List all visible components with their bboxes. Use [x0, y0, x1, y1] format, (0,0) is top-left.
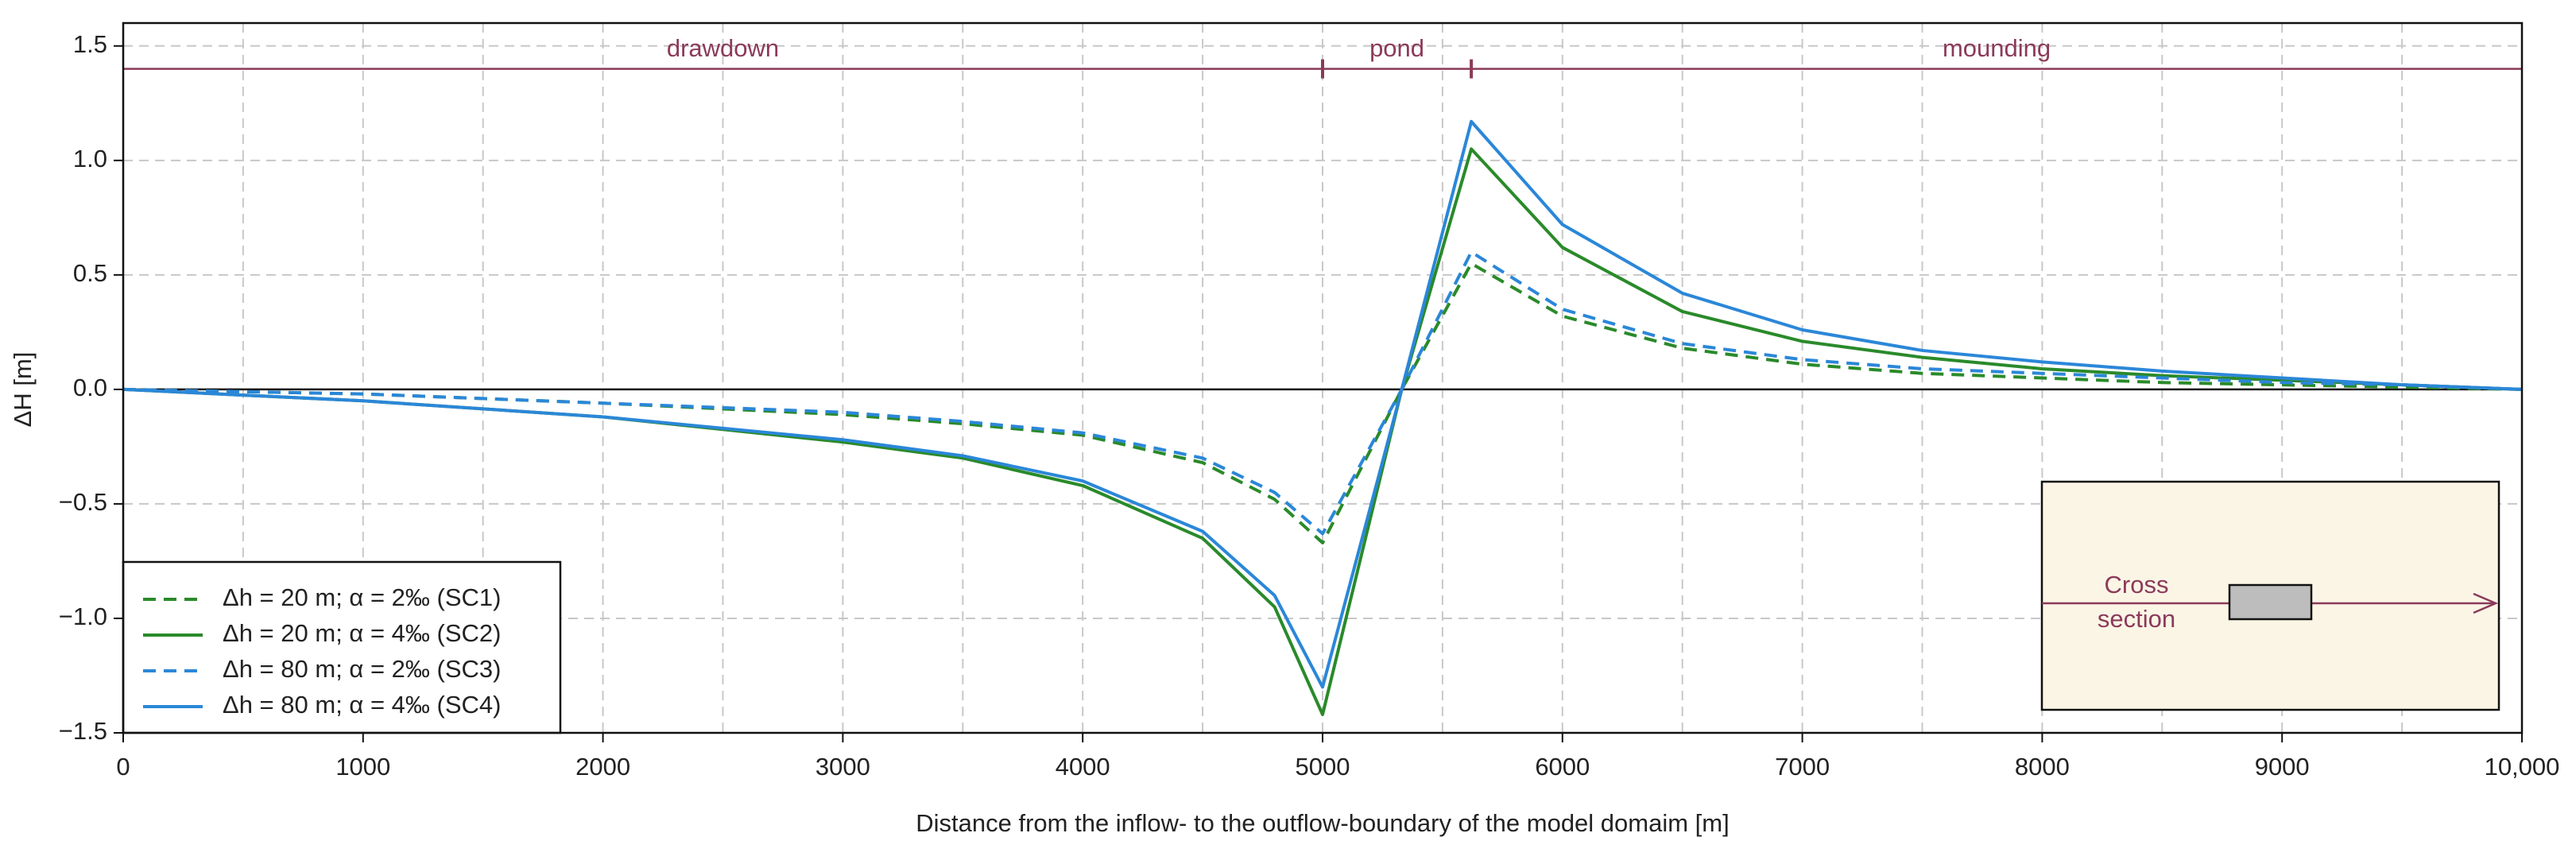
y-tick-label: 0.5	[73, 259, 107, 287]
y-tick-label: −0.5	[59, 488, 107, 516]
legend-label: Δh = 20 m; α = 4‰ (SC2)	[223, 619, 501, 647]
x-tick-label: 5000	[1296, 753, 1350, 781]
x-tick-label: 10,000	[2485, 753, 2560, 781]
y-tick-label: −1.0	[59, 602, 107, 630]
legend-label: Δh = 80 m; α = 2‰ (SC3)	[223, 655, 501, 683]
y-tick-label: 1.5	[73, 30, 107, 58]
x-tick-label: 3000	[815, 753, 870, 781]
series-line	[122, 250, 2523, 536]
plot-frame	[122, 21, 2524, 734]
y-tick-label: 1.0	[73, 145, 107, 172]
x-tick-label: 8000	[2015, 753, 2070, 781]
inset-arrowhead	[2473, 592, 2499, 614]
legend-label: Δh = 80 m; α = 4‰ (SC4)	[223, 691, 501, 719]
series-line	[122, 147, 2523, 716]
y-tick-label: −1.5	[59, 717, 107, 745]
x-axis-title: Distance from the inflow- to the outflow…	[916, 809, 1729, 837]
series-line	[122, 262, 2523, 544]
legend-box	[122, 560, 562, 734]
y-axis-title: ΔH [m]	[9, 352, 37, 428]
x-tick-label: 4000	[1056, 753, 1110, 781]
x-tick-label: 2000	[575, 753, 630, 781]
x-tick-label: 7000	[1775, 753, 1830, 781]
zone-label: pond	[1369, 34, 1424, 62]
zone-label: mounding	[1943, 34, 2051, 62]
x-tick-label: 9000	[2255, 753, 2310, 781]
inset-structure	[2228, 583, 2313, 621]
inset-label: Cross	[2105, 571, 2169, 599]
zone-label: drawdown	[667, 34, 779, 62]
x-tick-label: 6000	[1535, 753, 1590, 781]
legend-label: Δh = 20 m; α = 2‰ (SC1)	[223, 583, 501, 611]
x-tick-label: 0	[116, 753, 130, 781]
series-line	[122, 119, 2523, 689]
x-tick-label: 1000	[335, 753, 390, 781]
y-tick-label: 0.0	[73, 374, 107, 401]
inset-label: section	[2098, 605, 2175, 633]
